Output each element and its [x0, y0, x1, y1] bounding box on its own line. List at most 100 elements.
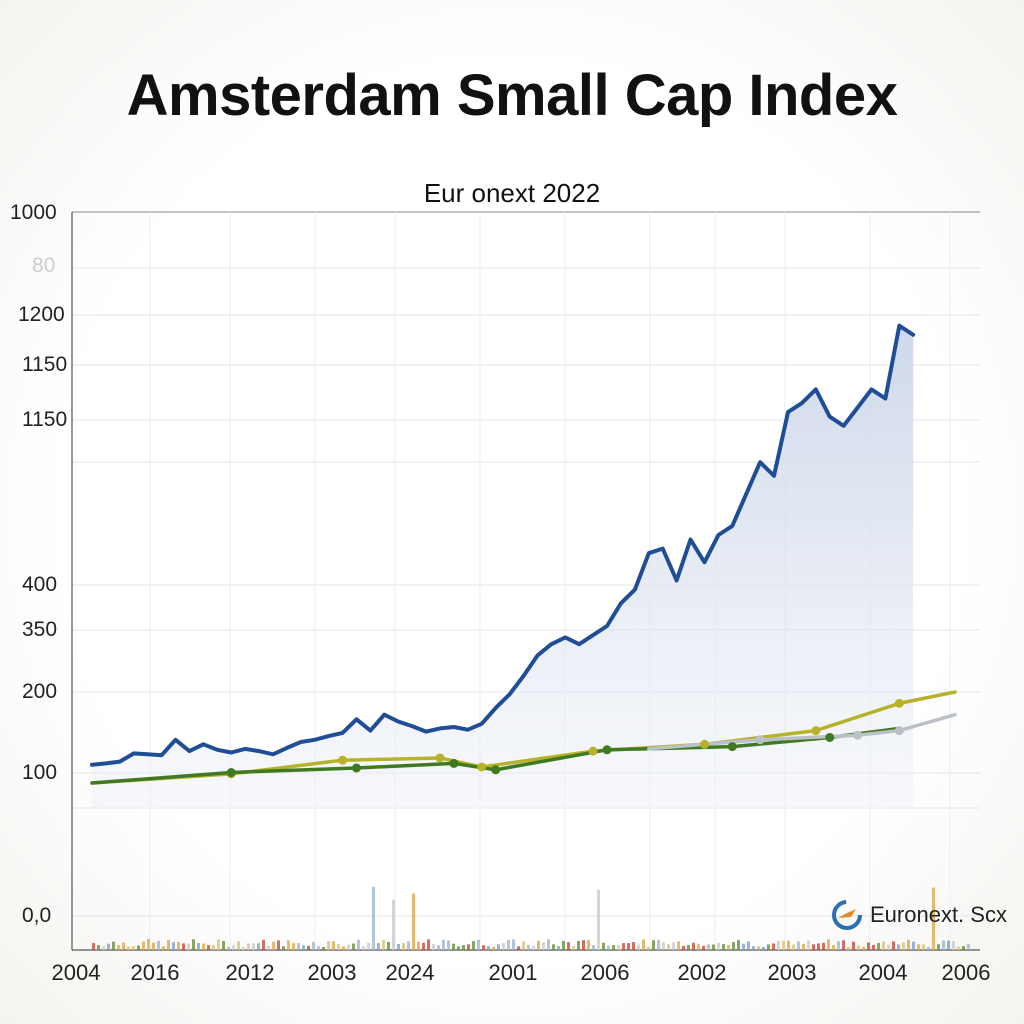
- volume-bar: [792, 944, 795, 950]
- volume-bar: [367, 943, 370, 950]
- volume-bar: [357, 939, 360, 950]
- volume-bar: [512, 939, 515, 950]
- y-tick-label: 100: [22, 761, 58, 784]
- volume-bar: [742, 943, 745, 950]
- data-point: [351, 763, 361, 773]
- volume-bar: [762, 946, 765, 950]
- volume-bar: [277, 940, 280, 950]
- volume-bar: [192, 939, 195, 950]
- volume-bar: [927, 946, 930, 950]
- volume-bar: [892, 941, 895, 950]
- volume-bar: [137, 945, 140, 950]
- volume-bar: [777, 940, 780, 950]
- volume-bar: [292, 943, 295, 950]
- volume-bar: [622, 943, 625, 950]
- volume-bar: [867, 942, 870, 950]
- volume-bar: [772, 943, 775, 950]
- volume-bar: [807, 940, 810, 950]
- volume-bar: [347, 944, 350, 950]
- volume-bar: [702, 945, 705, 950]
- x-tick-label: 2002: [677, 960, 727, 985]
- volume-bar: [662, 942, 665, 950]
- volume-bar: [172, 942, 175, 950]
- volume-bar: [707, 944, 710, 950]
- volume-bar: [722, 944, 725, 950]
- x-tick-label: 2004: [51, 960, 101, 985]
- data-point: [602, 745, 612, 755]
- volume-bar: [652, 940, 655, 950]
- volume-bar: [552, 944, 555, 950]
- volume-bar: [912, 941, 915, 950]
- volume-bar: [637, 944, 640, 950]
- volume-bar: [507, 939, 510, 950]
- volume-bar: [817, 943, 820, 950]
- y-tick-label: 200: [22, 680, 58, 703]
- volume-bar: [117, 945, 120, 950]
- volume-bar: [252, 943, 255, 950]
- volume-bar: [812, 944, 815, 950]
- volume-bar: [732, 942, 735, 950]
- volume-bar: [952, 941, 955, 950]
- volume-bar: [442, 939, 445, 950]
- volume-bar: [417, 941, 420, 950]
- volume-bar: [307, 945, 310, 950]
- volume-bar: [387, 941, 390, 950]
- volume-bar: [412, 893, 415, 950]
- x-tick-label: 2024: [385, 960, 435, 985]
- legend-label: Euronext. Scx: [870, 902, 1007, 927]
- area-fills: [92, 325, 914, 808]
- volume-bar: [497, 944, 500, 950]
- volume-bar: [832, 945, 835, 950]
- data-point: [435, 753, 445, 763]
- volume-bar: [857, 945, 860, 950]
- volume-bar: [197, 943, 200, 950]
- volume-bar: [467, 944, 470, 950]
- volume-bar: [222, 941, 225, 950]
- volume-bar: [112, 941, 115, 950]
- volume-bar: [647, 946, 650, 950]
- volume-bar: [667, 944, 670, 950]
- x-tick-label: 2016: [130, 960, 180, 985]
- volume-bar: [132, 946, 135, 950]
- volume-bar: [537, 940, 540, 950]
- volume-bar: [617, 945, 620, 950]
- volume-bar: [727, 944, 730, 950]
- volume-bar: [392, 899, 395, 950]
- data-point: [449, 758, 459, 768]
- volume-bar: [107, 943, 110, 950]
- volume-bar: [147, 939, 150, 950]
- volume-bar: [397, 943, 400, 950]
- volume-bar: [272, 941, 275, 950]
- volume-bar: [607, 945, 610, 950]
- volume-bar: [312, 942, 315, 950]
- x-tick-label: 2001: [488, 960, 538, 985]
- volume-bar: [157, 940, 160, 950]
- volume-bar: [407, 941, 410, 950]
- volume-bars: [92, 886, 970, 950]
- volume-bar: [122, 942, 125, 950]
- data-point: [894, 726, 904, 736]
- volume-bar: [847, 946, 850, 950]
- volume-bar: [317, 946, 320, 950]
- volume-bar: [692, 942, 695, 950]
- volume-bar: [842, 940, 845, 950]
- y-tick-label: 1150: [22, 353, 68, 376]
- volume-bar: [657, 939, 660, 950]
- data-point: [338, 755, 348, 765]
- volume-bar: [967, 943, 970, 950]
- volume-bar: [282, 946, 285, 950]
- volume-bar: [262, 939, 265, 950]
- volume-bar: [92, 943, 95, 950]
- volume-bar: [182, 943, 185, 950]
- x-tick-label: 2003: [307, 960, 357, 985]
- volume-bar: [882, 941, 885, 950]
- data-point: [477, 762, 487, 772]
- x-tick-label: 2006: [941, 960, 991, 985]
- volume-bar: [457, 946, 460, 950]
- volume-bar: [462, 944, 465, 950]
- volume-bar: [232, 945, 235, 950]
- volume-bar: [917, 944, 920, 950]
- y-tick-label: 350: [22, 618, 58, 641]
- volume-bar: [242, 946, 245, 950]
- volume-bar: [207, 945, 210, 950]
